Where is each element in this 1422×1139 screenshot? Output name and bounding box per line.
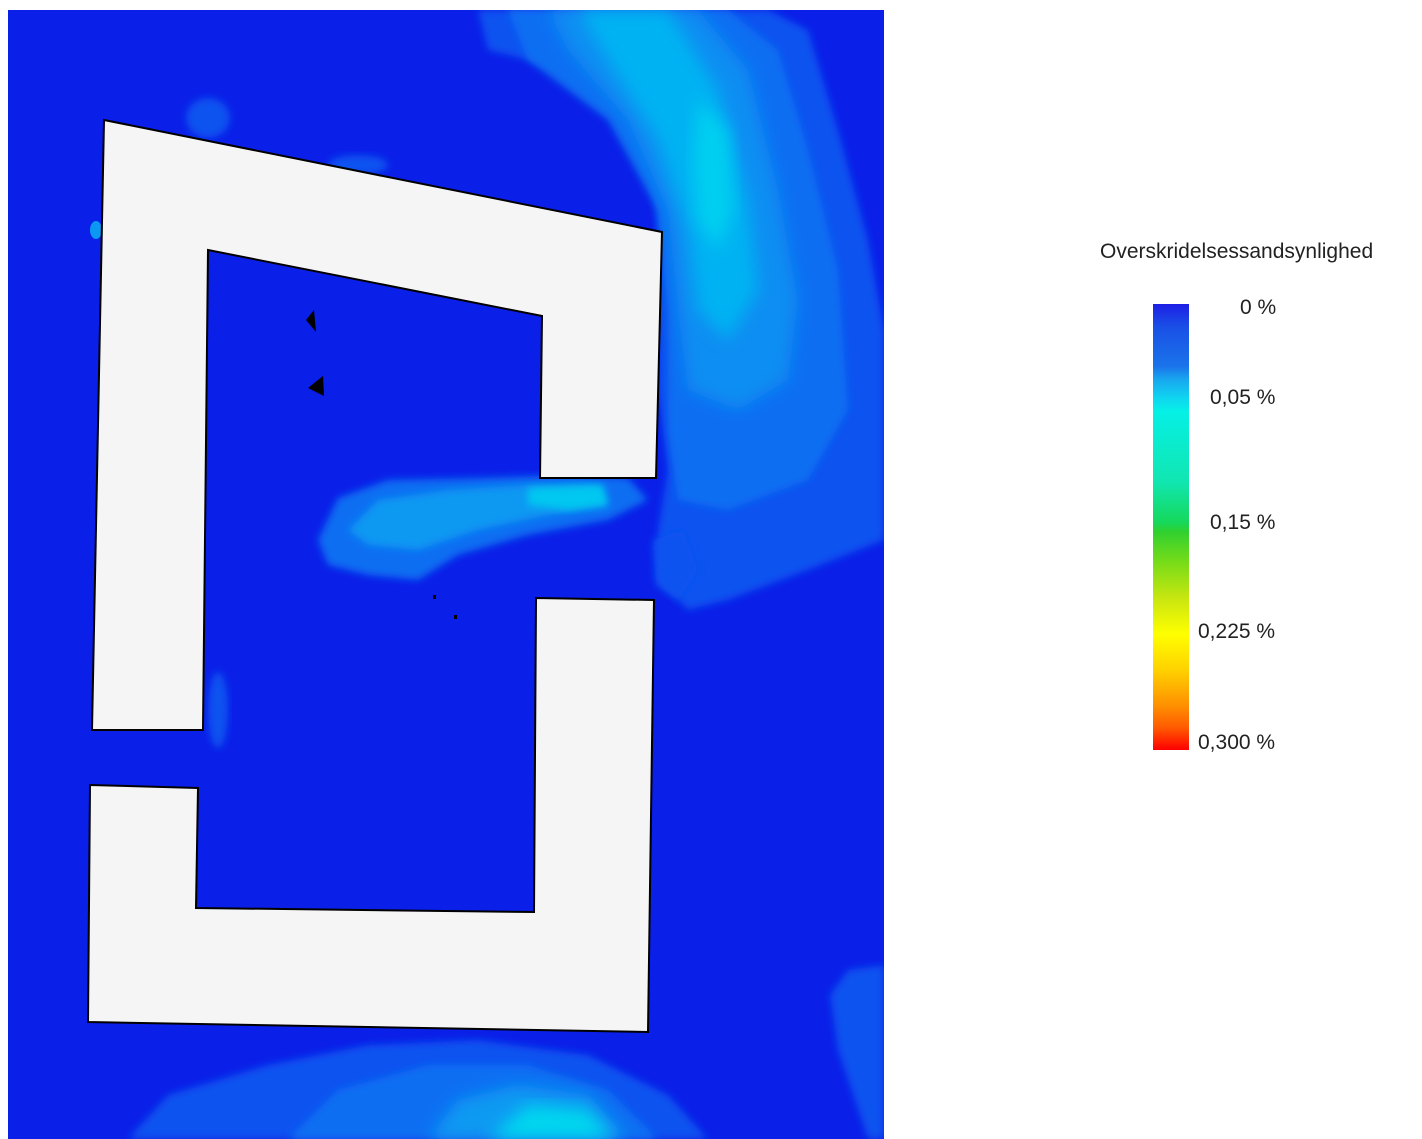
plume-bottom <box>128 1040 708 1139</box>
buildings <box>86 118 664 1034</box>
contour-map-svg <box>8 10 884 1139</box>
artifacts <box>306 310 457 619</box>
contour-map <box>8 10 884 1139</box>
legend-colorbar <box>1153 304 1189 750</box>
legend-title: Overskridelsessandsynlighed <box>1100 240 1374 263</box>
plume-top-right <box>478 10 884 610</box>
small-spots <box>90 98 388 748</box>
legend-tick-0: 0 % <box>1240 296 1277 319</box>
legend-tick-2: 0,15 % <box>1210 511 1276 534</box>
legend-tick-3: 0,225 % <box>1198 620 1276 643</box>
legend-tick-1: 0,05 % <box>1210 386 1276 409</box>
plume-right-edge <box>830 965 884 1139</box>
plume-courtyard <box>318 475 698 600</box>
legend-tick-4: 0,300 % <box>1198 731 1276 754</box>
building-upper <box>90 118 664 731</box>
building-lower <box>86 596 656 1034</box>
